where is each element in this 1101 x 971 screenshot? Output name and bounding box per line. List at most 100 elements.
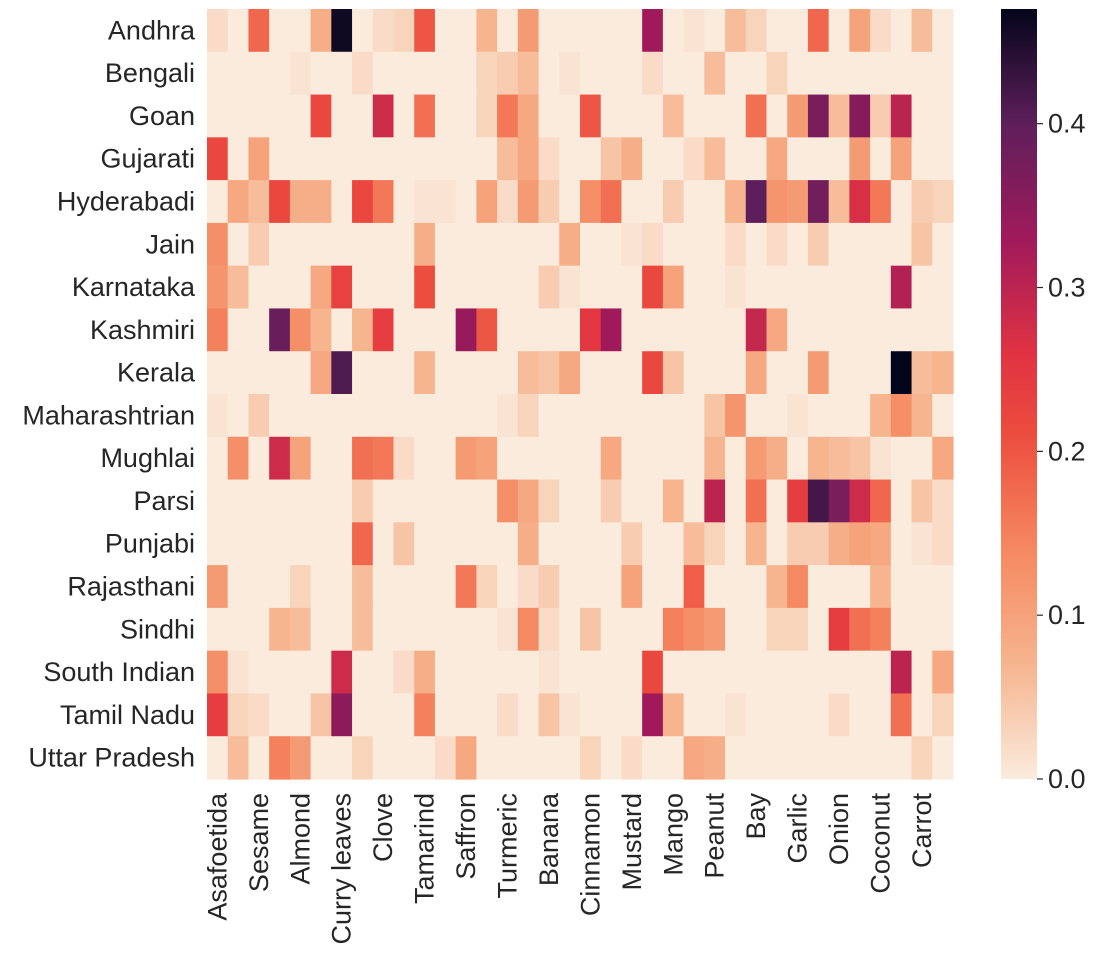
heatmap-cell — [745, 693, 768, 737]
heatmap-cell — [849, 180, 871, 224]
heatmap-cell — [476, 650, 498, 695]
heatmap-cell — [227, 607, 250, 652]
heatmap-cell — [911, 222, 933, 267]
heatmap-cell — [476, 736, 498, 780]
heatmap-cell — [372, 436, 395, 481]
heatmap-cell — [662, 693, 685, 737]
heatmap-cell — [662, 222, 685, 267]
heatmap-cell — [600, 736, 623, 780]
heatmap-cell — [725, 265, 747, 310]
colorbar-tick-label: 0.4 — [1048, 109, 1086, 139]
heatmap-cell — [642, 137, 664, 181]
heatmap-cell — [559, 436, 581, 481]
heatmap-cell — [870, 51, 892, 96]
heatmap-cell — [828, 94, 850, 138]
heatmap-cell — [393, 94, 415, 138]
heatmap-cell — [662, 351, 685, 395]
heatmap-cell — [911, 565, 933, 609]
heatmap-cell — [310, 351, 332, 395]
heatmap-cell — [662, 650, 685, 695]
heatmap-cell — [725, 522, 747, 566]
heatmap-cell — [600, 222, 623, 267]
heatmap-cell — [600, 565, 623, 609]
heatmap-cell — [372, 180, 395, 224]
heatmap-cell — [434, 479, 457, 523]
heatmap-cell — [766, 479, 788, 523]
heatmap-cell — [207, 479, 229, 523]
heatmap-cell — [352, 522, 374, 566]
heatmap-cell — [580, 180, 602, 224]
heatmap-cell — [393, 265, 415, 310]
heatmap-cell — [248, 522, 270, 566]
heatmap-cell — [393, 51, 415, 96]
heatmap-cell — [725, 51, 747, 96]
heatmap-cell — [331, 736, 353, 780]
heatmap-cell — [352, 479, 374, 523]
heatmap-cell — [745, 308, 768, 352]
row-label: Punjabi — [105, 529, 195, 559]
heatmap-cell — [890, 522, 913, 566]
heatmap-cell — [683, 180, 705, 224]
heatmap-cell — [248, 693, 270, 737]
heatmap-cell — [580, 308, 602, 352]
heatmap-cell — [559, 9, 581, 53]
heatmap-cell — [600, 693, 623, 737]
heatmap-cell — [621, 436, 643, 481]
heatmap-cell — [745, 265, 768, 310]
heatmap-cell — [497, 607, 519, 652]
heatmap-cell — [704, 51, 726, 96]
heatmap-cell — [434, 9, 457, 53]
heatmap-cell — [393, 180, 415, 224]
heatmap-cell — [932, 308, 954, 352]
heatmap-cell — [911, 479, 933, 523]
heatmap-cell — [331, 94, 353, 138]
heatmap-cell — [766, 565, 788, 609]
heatmap-cell — [828, 565, 850, 609]
heatmap-cell — [331, 693, 353, 737]
heatmap-cell — [455, 607, 477, 652]
heatmap-cell — [932, 565, 954, 609]
heatmap-cell — [497, 693, 519, 737]
heatmap-cell — [289, 607, 312, 652]
heatmap-cell — [559, 479, 581, 523]
heatmap-cell — [932, 522, 954, 566]
heatmap-cell — [227, 693, 250, 737]
heatmap-cell — [559, 565, 581, 609]
heatmap-cell — [621, 650, 643, 695]
heatmap-cell — [497, 9, 519, 53]
heatmap-cell — [932, 394, 954, 438]
heatmap-cell — [932, 736, 954, 780]
heatmap-cell — [538, 94, 560, 138]
heatmap-cell — [331, 222, 353, 267]
heatmap-cell — [621, 94, 643, 138]
column-label: Coconut — [865, 793, 895, 894]
heatmap-cell — [890, 394, 913, 438]
heatmap-cell — [766, 522, 788, 566]
heatmap-cell — [352, 137, 374, 181]
row-label: Uttar Pradesh — [28, 743, 195, 773]
heatmap-cell — [476, 394, 498, 438]
row-label: Jain — [145, 229, 195, 259]
row-labels: Andhra Bengali Goan Gujarati Hyderabadi Jain K… — [22, 15, 196, 772]
heatmap-cell — [787, 51, 809, 96]
heatmap-cell — [227, 351, 250, 395]
column-label: Mango — [658, 793, 688, 876]
heatmap-cell — [580, 736, 602, 780]
heatmap-cell — [393, 351, 415, 395]
heatmap-cell — [331, 180, 353, 224]
heatmap-cell — [580, 265, 602, 310]
heatmap-cell — [372, 394, 395, 438]
heatmap-cell — [911, 308, 933, 352]
heatmap-cell — [766, 222, 788, 267]
colorbar-tick-label: 0.0 — [1048, 764, 1086, 794]
heatmap-cell — [911, 436, 933, 481]
heatmap-cell — [870, 565, 892, 609]
heatmap-cell — [704, 479, 726, 523]
heatmap-cell — [870, 650, 892, 695]
heatmap-cell — [538, 736, 560, 780]
column-label: Carrot — [907, 793, 937, 869]
heatmap-cell — [849, 436, 871, 481]
heatmap-cell — [207, 9, 229, 53]
heatmap-cell — [580, 394, 602, 438]
heatmap-cell — [849, 693, 871, 737]
